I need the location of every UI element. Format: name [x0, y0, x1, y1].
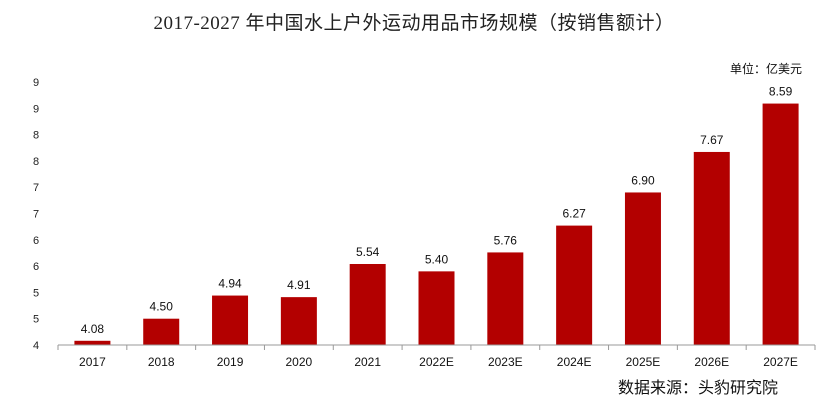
bar: [693, 151, 730, 345]
bar: [74, 340, 111, 345]
bar: [143, 318, 180, 345]
x-tick-label: 2022E: [419, 355, 454, 369]
y-axis: 4 5 5 6 6 7 7 8 8 9 9: [33, 77, 39, 352]
data-label: 4.91: [287, 278, 311, 292]
x-tick-label: 2021: [354, 355, 381, 369]
data-label: 4.94: [218, 277, 242, 291]
y-tick-label: 4: [33, 340, 39, 352]
x-tick-label: 2025E: [626, 355, 661, 369]
y-tick-label: 6: [33, 261, 39, 273]
data-label: 8.59: [769, 85, 793, 99]
y-tick-label: 9: [33, 77, 39, 89]
unit-label: 单位：亿美元: [729, 62, 802, 76]
y-tick-label: 8: [33, 156, 39, 168]
bar: [762, 103, 799, 345]
data-label: 4.50: [150, 300, 174, 314]
bar: [418, 271, 455, 345]
bar: [212, 295, 249, 345]
x-tick-label: 2027E: [763, 355, 798, 369]
bars: [74, 103, 799, 345]
data-label: 6.27: [562, 207, 586, 221]
y-tick-label: 5: [33, 314, 39, 326]
source-note: 数据来源：头豹研究院: [617, 380, 778, 397]
data-label: 5.40: [425, 252, 449, 266]
chart-title: 2017-2027 年中国水上户外运动用品市场规模（按销售额计）: [153, 13, 675, 34]
y-tick-label: 7: [33, 209, 39, 221]
y-tick-label: 5: [33, 287, 39, 299]
data-label: 4.08: [81, 322, 105, 336]
x-tick-label: 2017: [79, 355, 106, 369]
y-tick-label: 6: [33, 235, 39, 247]
x-axis: 2017 2018 2019 2020 2021 2022E 2023E 2024E 2025E…: [57, 344, 816, 369]
bar: [556, 225, 593, 345]
data-label: 7.67: [700, 133, 724, 147]
y-tick-label: 9: [33, 103, 39, 115]
y-tick-label: 7: [33, 182, 39, 194]
bar: [487, 252, 524, 345]
data-label: 5.76: [494, 233, 518, 247]
x-tick-label: 2019: [217, 355, 244, 369]
data-label: 6.90: [631, 173, 655, 187]
bar: [280, 297, 317, 345]
x-tick-label: 2018: [148, 355, 175, 369]
y-tick-label: 8: [33, 130, 39, 142]
bar: [624, 192, 661, 345]
data-labels: 4.08 4.50 4.94 4.91 5.54 5.40 5.76 6.27 6.90 7.67…: [81, 85, 793, 336]
x-tick-label: 2024E: [557, 355, 592, 369]
x-tick-label: 2020: [286, 355, 313, 369]
data-label: 5.54: [356, 245, 380, 259]
bar: [349, 263, 386, 345]
x-tick-label: 2026E: [694, 355, 729, 369]
x-tick-label: 2023E: [488, 355, 523, 369]
